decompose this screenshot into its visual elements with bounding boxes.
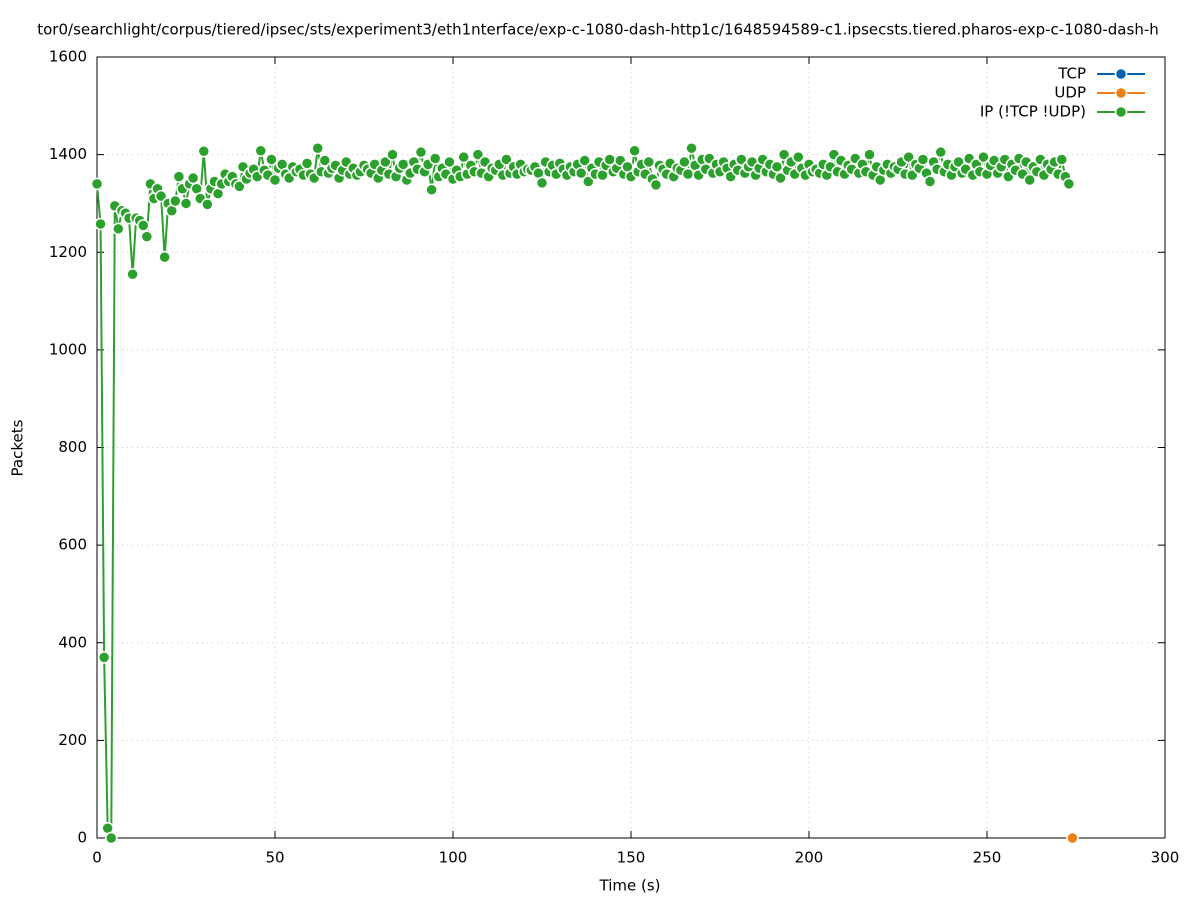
y-tick-label: 400 (58, 633, 87, 651)
y-tick-label: 1400 (49, 145, 87, 163)
x-tick-label: 150 (617, 849, 646, 867)
data-point (770, 160, 784, 174)
x-tick-label: 300 (1151, 849, 1180, 867)
data-point (628, 144, 641, 157)
data-point (1023, 173, 1036, 187)
data-point (649, 178, 663, 192)
legend-marker (1114, 67, 1128, 81)
data-point (642, 155, 656, 169)
data-point (154, 189, 168, 203)
y-axis-label: Packets (9, 419, 27, 476)
y-tick-label: 200 (58, 731, 87, 749)
y-tick-label: 600 (58, 536, 87, 554)
data-point (678, 155, 691, 169)
data-point (500, 153, 513, 166)
plot-frame (96, 56, 1166, 839)
data-point (902, 150, 915, 164)
y-tick-label: 1000 (49, 340, 87, 358)
x-axis-label: Time (s) (599, 877, 661, 895)
data-point (186, 171, 200, 185)
y-tick-label: 800 (58, 438, 87, 456)
data-point (582, 175, 595, 188)
data-point (126, 267, 139, 281)
x-tick-label: 250 (973, 849, 1002, 867)
data-point (112, 222, 125, 236)
data-point (792, 150, 805, 164)
data-point (916, 153, 930, 166)
data-point (90, 177, 104, 191)
data-point (318, 154, 332, 167)
data-point (685, 142, 698, 155)
x-tick-label: 100 (439, 849, 468, 867)
data-point (311, 142, 324, 155)
data-point (140, 230, 154, 243)
data-point (104, 831, 118, 845)
y-tick-label: 1600 (49, 48, 87, 66)
data-point (457, 150, 470, 164)
data-point (923, 175, 937, 188)
legend-marker (1114, 86, 1128, 100)
data-point (137, 219, 150, 232)
data-point (201, 198, 214, 211)
data-point (254, 144, 268, 157)
data-point (934, 145, 947, 159)
data-point (574, 166, 588, 180)
data-point (268, 173, 282, 187)
data-point (379, 155, 392, 169)
data-point (774, 171, 787, 185)
data-point (158, 250, 171, 264)
data-point (172, 170, 186, 183)
chart-title: tor0/searchlight/corpus/tiered/ipsec/sts… (37, 21, 1159, 39)
data-point (471, 148, 485, 161)
data-point (1066, 831, 1079, 845)
data-point (233, 180, 246, 193)
data-point (863, 148, 876, 161)
data-point (535, 176, 549, 190)
x-tick-label: 0 (92, 849, 102, 867)
data-point (428, 152, 442, 165)
x-tick-label: 50 (265, 849, 284, 867)
legend-marker (1114, 105, 1128, 119)
legend-label: IP (!TCP !UDP) (980, 103, 1086, 121)
data-point (1055, 153, 1069, 166)
data-point (197, 144, 211, 158)
data-point (443, 155, 456, 169)
data-point (386, 148, 399, 161)
legend-label: UDP (1054, 84, 1086, 102)
y-tick-label: 0 (77, 829, 87, 847)
data-point (300, 157, 314, 170)
data-point (97, 651, 111, 664)
y-tick-label: 1200 (49, 243, 87, 261)
data-point (265, 153, 278, 166)
data-point (414, 145, 428, 159)
data-point (578, 154, 591, 167)
data-point (777, 148, 791, 161)
data-point (425, 183, 438, 197)
data-point (94, 217, 107, 231)
data-point (169, 194, 182, 208)
data-point (179, 197, 193, 210)
legend-label: TCP (1057, 65, 1086, 83)
data-point (1062, 177, 1076, 191)
x-tick-label: 200 (795, 849, 824, 867)
